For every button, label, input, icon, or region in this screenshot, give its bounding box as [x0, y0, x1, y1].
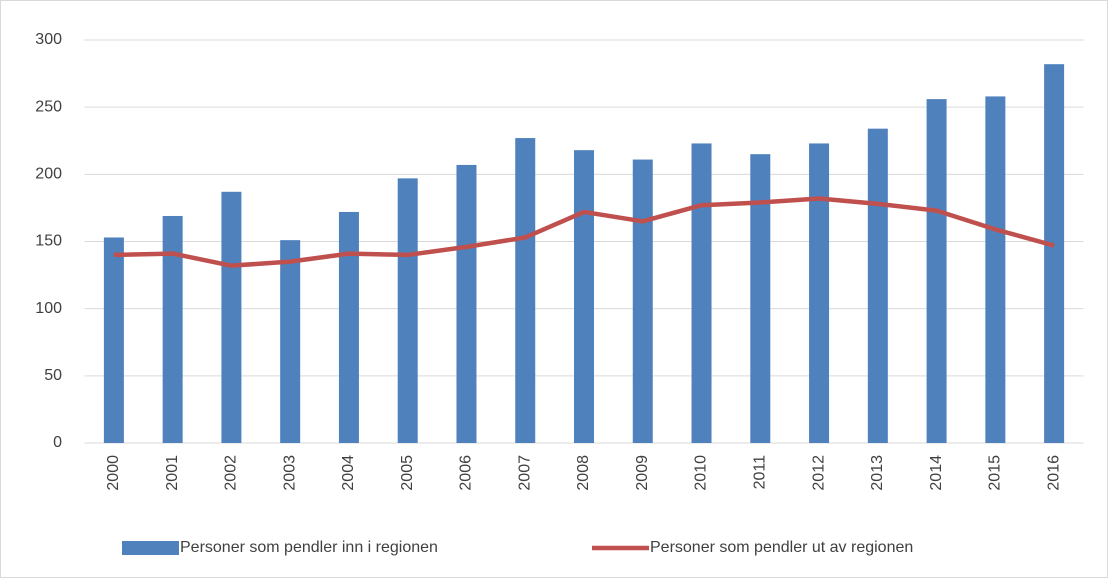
x-tick-label: 2008: [575, 455, 592, 491]
x-tick-label: 2010: [693, 455, 710, 491]
bar: [809, 143, 830, 444]
bar: [750, 154, 771, 443]
x-tick-label: 2016: [1045, 455, 1062, 491]
legend-label: Personer som pendler inn i regionen: [180, 539, 438, 556]
bar: [397, 178, 418, 443]
x-tick-label: 2014: [928, 455, 945, 491]
y-tick-label: 300: [35, 31, 62, 48]
bar: [515, 138, 536, 443]
x-tick-label: 2005: [399, 455, 416, 491]
x-tick-label: 2006: [458, 455, 475, 491]
bar: [280, 240, 301, 443]
x-tick-label: 2015: [987, 455, 1004, 491]
y-tick-label: 0: [53, 434, 62, 451]
x-tick-label: 2003: [281, 455, 298, 491]
line: [113, 196, 1055, 268]
legend-label: Personer som pendler ut av regionen: [650, 539, 913, 556]
x-tick-label: 2001: [164, 455, 181, 491]
x-tick-label: 2011: [752, 455, 769, 490]
bar: [985, 96, 1006, 444]
x-tick-label: 2002: [223, 455, 240, 491]
x-tick-label: 2007: [516, 455, 533, 491]
x-tick-label: 2000: [105, 455, 122, 491]
bar: [456, 164, 477, 443]
bar: [338, 211, 359, 443]
y-tick-label: 250: [35, 98, 62, 115]
bar: [926, 99, 947, 444]
y-tick-label: 200: [35, 166, 62, 183]
legend-swatch: [122, 541, 179, 555]
bar: [1044, 64, 1065, 444]
y-tick-label: 150: [35, 233, 62, 250]
bar: [632, 159, 653, 443]
x-tick-label: 2009: [634, 455, 651, 491]
bar: [867, 128, 888, 443]
y-tick-label: 50: [44, 367, 62, 384]
x-tick-label: 2004: [340, 455, 357, 491]
bar: [574, 150, 594, 444]
x-tick-label: 2012: [810, 455, 827, 491]
bar: [162, 215, 183, 443]
y-tick-label: 100: [35, 300, 62, 317]
bar: [103, 237, 124, 443]
bar: [691, 143, 712, 444]
bar: [221, 191, 242, 443]
x-tick-label: 2013: [869, 455, 886, 491]
